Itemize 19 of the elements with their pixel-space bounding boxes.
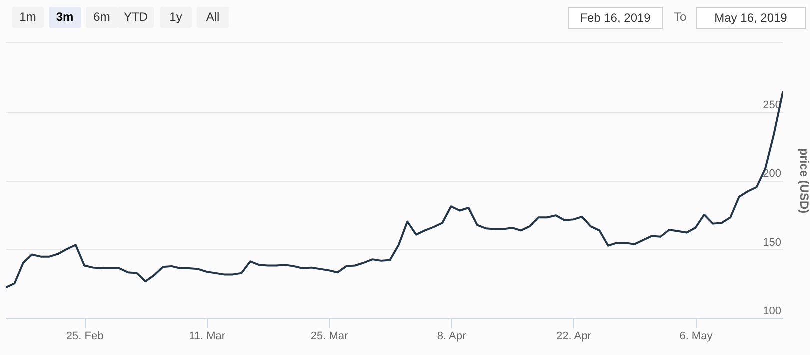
- text: 1m: [12, 7, 44, 28]
- y-tick-label: 150: [763, 236, 782, 249]
- x-tick-label: 6. May: [680, 330, 714, 342]
- x-tick-label: 22. Apr: [556, 330, 592, 342]
- x-tick-label: 25. Mar: [310, 330, 348, 342]
- x-tick-label: 8. Apr: [437, 330, 466, 342]
- text: 1y: [160, 7, 192, 28]
- text: YTD: [118, 7, 154, 28]
- text: 6m: [86, 7, 118, 28]
- text: To: [674, 9, 687, 26]
- text: May 16, 2019: [696, 7, 806, 29]
- y-axis-title: price (USD): [798, 148, 810, 214]
- text: Feb 16, 2019: [568, 7, 663, 29]
- x-tick-label: 25. Feb: [66, 330, 104, 342]
- y-tick-label: 100: [763, 306, 782, 318]
- y-tick-label: 200: [763, 168, 782, 180]
- text: All: [197, 7, 229, 28]
- text: 3m: [49, 7, 81, 28]
- x-tick-label: 11. Mar: [189, 330, 226, 342]
